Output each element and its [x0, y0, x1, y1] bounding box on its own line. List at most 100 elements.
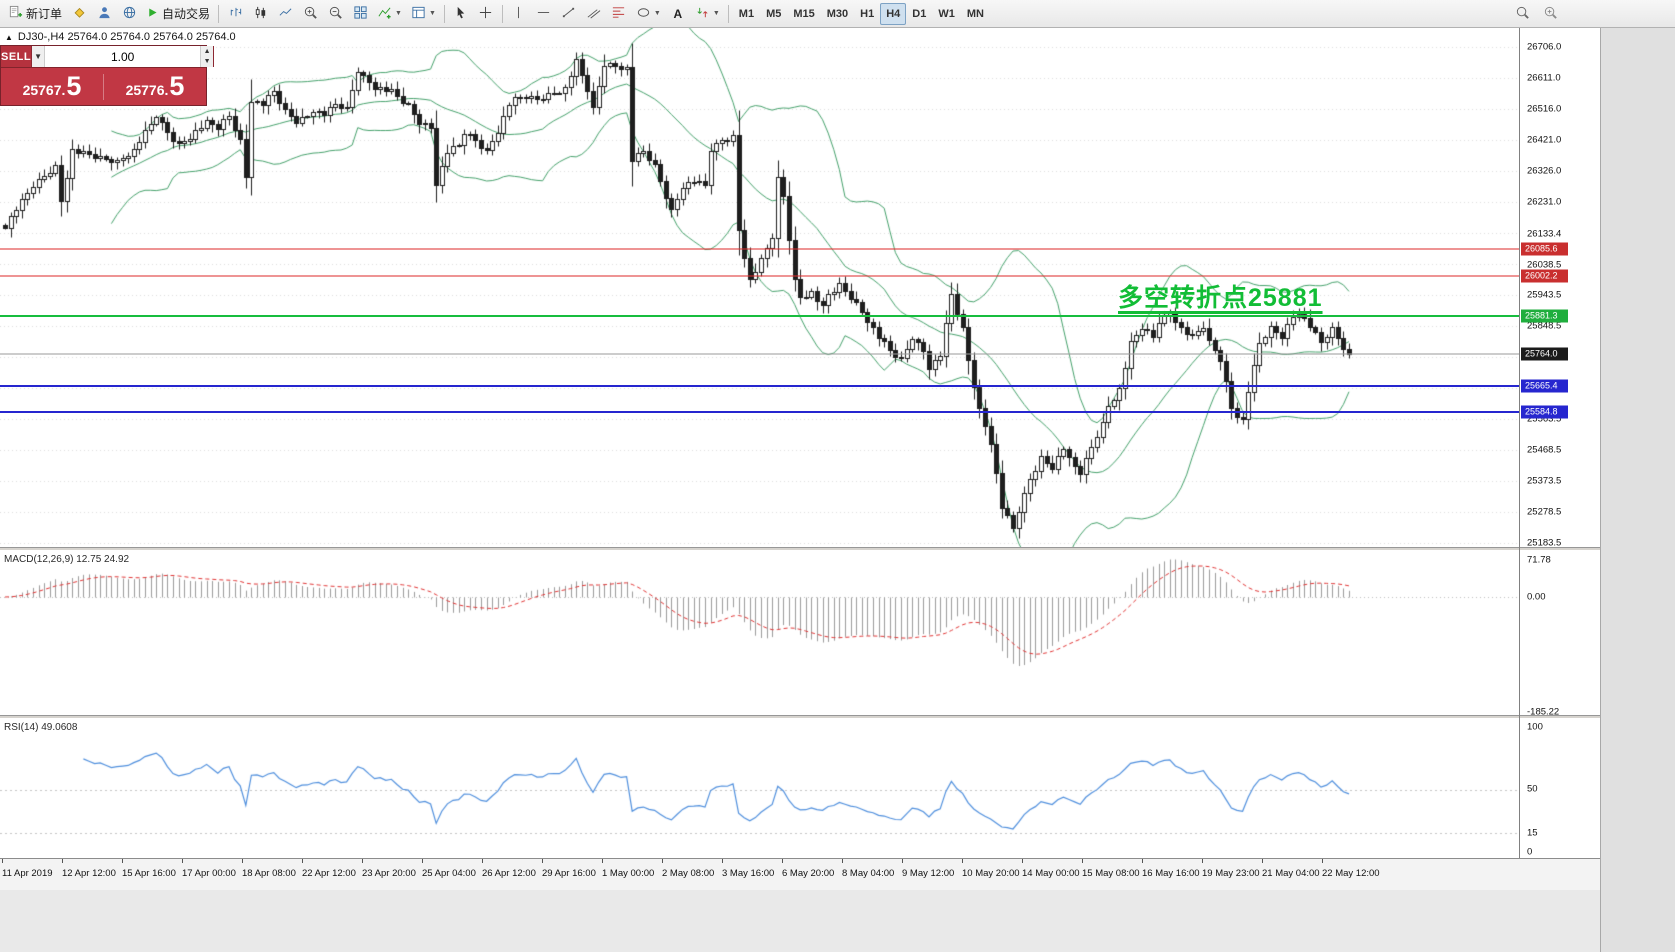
time-axis-label: 17 Apr 00:00: [182, 868, 236, 879]
time-axis-tick: [662, 859, 663, 863]
time-axis-label: 11 Apr 2019: [2, 868, 53, 879]
macd-axis-label: 71.78: [1527, 554, 1551, 566]
time-axis-label: 3 May 16:00: [722, 868, 775, 879]
time-axis-label: 10 May 20:00: [962, 868, 1020, 879]
zoom-in-button[interactable]: [298, 3, 322, 25]
candlestick-mode-button[interactable]: [248, 3, 272, 25]
price-level-line[interactable]: [0, 248, 1519, 250]
price-axis-label: 26231.0: [1527, 196, 1562, 208]
buy-button[interactable]: BUY: [214, 50, 239, 63]
search-advanced-button[interactable]: [1538, 3, 1562, 25]
zoom-out-button[interactable]: [323, 3, 347, 25]
time-axis-label: 9 May 12:00: [902, 868, 955, 879]
indicators-button[interactable]: ▼: [373, 3, 406, 25]
tile-windows-button[interactable]: [348, 3, 372, 25]
timeframe-H1[interactable]: H1: [860, 7, 875, 20]
sell-button[interactable]: SELL: [1, 50, 32, 63]
bar-chart-mode-button[interactable]: [223, 3, 247, 25]
timeframe-W1[interactable]: W1: [938, 7, 955, 20]
time-axis-label: 16 May 16:00: [1142, 868, 1200, 879]
timeframe-MN[interactable]: MN: [966, 7, 984, 20]
play-icon: [146, 6, 159, 22]
sell-price-big-digit: 5: [66, 71, 82, 101]
time-axis-tick: [1022, 859, 1023, 863]
time-axis-tick: [1262, 859, 1263, 863]
buy-price-big-digit: 5: [169, 71, 185, 101]
horizontal-line-tool-button[interactable]: [532, 3, 556, 25]
rsi-axis-label: 100: [1527, 721, 1543, 733]
time-axis-label: 22 Apr 12:00: [302, 868, 356, 879]
chevron-down-icon: ▼: [653, 10, 661, 17]
chevron-down-icon: ▼: [712, 10, 720, 17]
price-chart-canvas[interactable]: [0, 28, 1519, 547]
price-axis-label: 26133.4: [1527, 228, 1562, 240]
globe-button[interactable]: [117, 3, 141, 25]
price-level-line[interactable]: [0, 385, 1519, 387]
price-level-line[interactable]: [0, 275, 1519, 277]
time-axis-tick: [1142, 859, 1143, 863]
zoom-out-icon: [328, 5, 343, 23]
price-axis-label: 25373.5: [1527, 475, 1562, 487]
autotrading-button[interactable]: 自动交易: [142, 3, 214, 25]
fibonacci-tool-button[interactable]: [607, 3, 631, 25]
time-axis-tick: [1322, 859, 1323, 863]
timeframe-H4[interactable]: H4: [880, 2, 907, 25]
diamond-tool-button[interactable]: [67, 3, 91, 25]
buy-price[interactable]: 25776. 5: [104, 73, 206, 100]
price-chart-panel: ▲ DJ30-,H4 25764.0 25764.0 25764.0 25764…: [0, 28, 1519, 547]
macd-canvas[interactable]: [0, 551, 1519, 715]
price-level-line[interactable]: [0, 411, 1519, 413]
shapes-tool-button[interactable]: ▼: [632, 3, 665, 25]
time-axis-tick: [842, 859, 843, 863]
new-order-button[interactable]: 新订单: [4, 3, 66, 25]
ohlc-header: ▲ DJ30-,H4 25764.0 25764.0 25764.0 25764…: [5, 31, 236, 43]
crosshair-button[interactable]: [474, 3, 498, 25]
volume-down-icon[interactable]: ▼: [203, 58, 211, 66]
volume-dropdown-icon[interactable]: ▼: [32, 46, 46, 67]
crosshair-icon: [478, 5, 493, 23]
price-axis-label: 26038.5: [1527, 259, 1562, 271]
time-axis-label: 25 Apr 04:00: [422, 868, 476, 879]
chart-window: ▲ DJ30-,H4 25764.0 25764.0 25764.0 25764…: [0, 28, 1600, 952]
timeframe-M1[interactable]: M1: [738, 7, 755, 20]
panel-splitter[interactable]: [0, 715, 1600, 719]
time-axis-tick: [122, 859, 123, 863]
user-icon: [97, 5, 112, 23]
price-level-line[interactable]: [0, 353, 1519, 355]
search-button[interactable]: [1510, 3, 1534, 25]
toolbar-separator: [218, 4, 220, 23]
arrows-tool-button[interactable]: ▼: [691, 3, 724, 25]
time-axis-label: 18 Apr 08:00: [242, 868, 296, 879]
time-axis-label: 12 Apr 12:00: [62, 868, 116, 879]
volume-up-icon[interactable]: ▲: [203, 47, 211, 55]
time-axis-tick: [962, 859, 963, 863]
timeframe-M5[interactable]: M5: [766, 7, 782, 20]
trendline-tool-button[interactable]: [557, 3, 581, 25]
vertical-line-tool-button[interactable]: [507, 3, 531, 25]
volume-input[interactable]: [45, 46, 201, 67]
text-tool-button[interactable]: A: [666, 3, 690, 25]
mdi-background: [1600, 28, 1675, 952]
candlestick-icon: [253, 5, 268, 23]
price-axis-label: 25563.5: [1527, 413, 1562, 425]
templates-button[interactable]: ▼: [407, 3, 440, 25]
panel-splitter[interactable]: [0, 547, 1600, 551]
channel-tool-button[interactable]: [582, 3, 606, 25]
user-button[interactable]: [92, 3, 116, 25]
rsi-canvas[interactable]: [0, 719, 1519, 858]
timeframe-M15[interactable]: M15: [793, 7, 815, 20]
price-axis[interactable]: 26706.0 26611.0 26516.0 26421.0 26326.0 26231…: [1519, 28, 1600, 858]
cursor-button[interactable]: [449, 3, 473, 25]
time-axis[interactable]: 11 Apr 2019 12 Apr 12:00 15 Apr 16:00 17 Ap…: [0, 858, 1600, 890]
time-axis-label: 2 May 08:00: [662, 868, 715, 879]
line-chart-mode-button[interactable]: [273, 3, 297, 25]
price-level-line[interactable]: [0, 315, 1519, 317]
price-axis-label: 26611.0: [1527, 72, 1561, 84]
price-axis-label: 25183.5: [1527, 537, 1562, 549]
timeframe-M30[interactable]: M30: [826, 7, 849, 20]
timeframe-D1[interactable]: D1: [912, 7, 927, 20]
templates-icon: [411, 5, 426, 23]
sell-price[interactable]: 25767. 5: [1, 73, 103, 100]
time-axis-tick: [602, 859, 603, 863]
